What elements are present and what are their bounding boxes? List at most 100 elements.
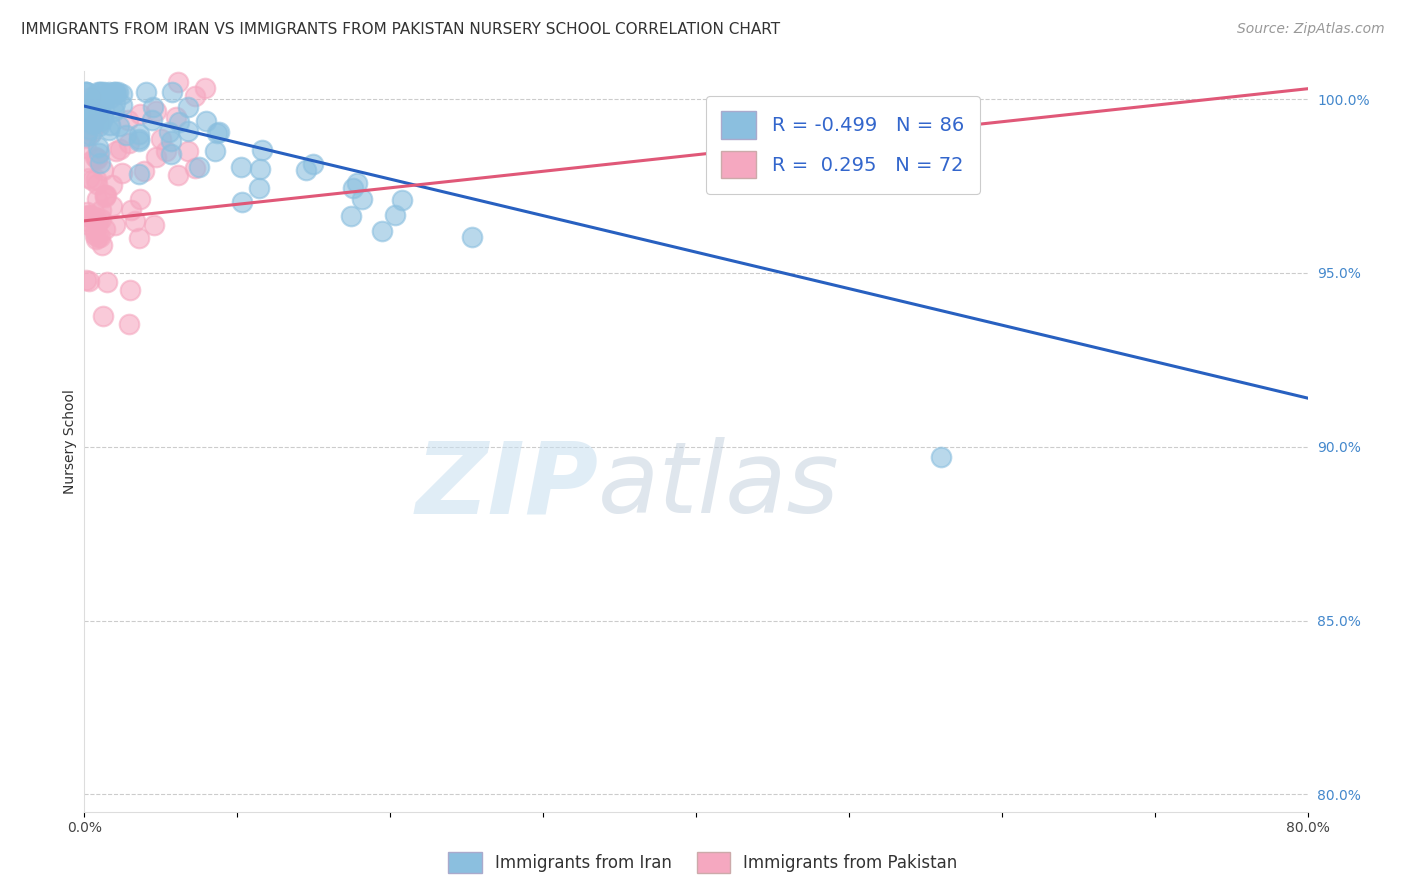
Point (929, 450, 952, 465)
Point (87, 114, 110, 128)
Point (86, 104, 108, 119)
Point (167, 115, 190, 129)
Y-axis label: Nursery School: Nursery School (63, 389, 77, 494)
Point (82, 117, 104, 131)
Point (83, 96, 105, 111)
Point (89, 95, 111, 110)
Point (115, 128, 138, 143)
Point (294, 163, 316, 178)
Point (118, 283, 141, 297)
Point (177, 145, 200, 159)
Point (97, 85, 120, 99)
Point (128, 107, 150, 121)
Point (75, 130, 97, 145)
Point (87, 119, 110, 133)
Legend: Immigrants from Iran, Immigrants from Pakistan: Immigrants from Iran, Immigrants from Pa… (441, 846, 965, 880)
Point (90, 85, 112, 99)
Point (124, 214, 146, 228)
Point (86, 103, 108, 117)
Point (194, 81, 217, 95)
Point (104, 219, 127, 233)
Point (75, 214, 97, 228)
Point (176, 123, 198, 137)
Point (86, 232, 108, 246)
Point (231, 160, 253, 174)
Point (75, 128, 97, 143)
Point (87, 215, 110, 229)
Point (90, 237, 112, 252)
Point (84, 214, 107, 228)
Point (84, 224, 107, 238)
Point (79, 104, 101, 119)
Point (76, 209, 98, 223)
Text: atlas: atlas (598, 437, 839, 534)
Point (75, 85, 97, 99)
Point (371, 223, 394, 237)
Point (167, 75, 190, 89)
Point (188, 160, 211, 174)
Point (77, 274, 100, 288)
Point (94, 187, 117, 202)
Point (339, 209, 361, 223)
Point (75, 85, 97, 99)
Point (94, 92, 117, 106)
Text: IMMIGRANTS FROM IRAN VS IMMIGRANTS FROM PAKISTAN NURSERY SCHOOL CORRELATION CHAR: IMMIGRANTS FROM IRAN VS IMMIGRANTS FROM … (21, 22, 780, 37)
Point (145, 103, 167, 118)
Point (105, 144, 128, 158)
Point (75, 122, 97, 136)
Point (90, 211, 112, 226)
Point (142, 100, 165, 114)
Point (79, 112, 101, 127)
Point (75, 273, 97, 287)
Point (165, 110, 187, 124)
Point (94, 187, 117, 202)
Point (84, 94, 107, 108)
Point (247, 181, 270, 195)
Point (91, 310, 114, 324)
Point (80, 117, 103, 131)
Point (77, 121, 100, 136)
Point (100, 199, 122, 213)
Point (118, 317, 141, 331)
Point (105, 86, 128, 100)
Point (80, 90, 103, 104)
Point (87, 230, 110, 244)
Point (100, 90, 122, 104)
Point (84, 171, 107, 186)
Point (87, 116, 110, 130)
Point (352, 192, 374, 206)
Point (129, 192, 152, 206)
Point (111, 97, 134, 112)
Point (87, 85, 110, 99)
Point (90, 202, 112, 217)
Point (89, 156, 111, 170)
Point (86, 151, 108, 165)
Point (94, 222, 117, 236)
Point (128, 132, 150, 146)
Point (77, 155, 100, 169)
Point (160, 147, 183, 161)
Point (128, 231, 150, 245)
Point (117, 112, 139, 127)
Point (82, 110, 104, 124)
Point (80, 173, 103, 187)
Point (204, 144, 226, 158)
Point (128, 167, 150, 181)
Point (135, 85, 157, 99)
Point (103, 104, 125, 119)
Point (77, 170, 100, 185)
Point (94, 190, 117, 204)
Point (80, 110, 103, 124)
Point (167, 169, 190, 183)
Point (91, 109, 114, 123)
Point (108, 142, 131, 156)
Point (86, 192, 108, 206)
Text: ZIP: ZIP (415, 437, 598, 534)
Point (97, 123, 120, 137)
Point (250, 143, 273, 157)
Point (111, 87, 134, 101)
Point (89, 230, 111, 244)
Point (75, 217, 97, 231)
Point (82, 100, 104, 114)
Point (84, 210, 107, 224)
